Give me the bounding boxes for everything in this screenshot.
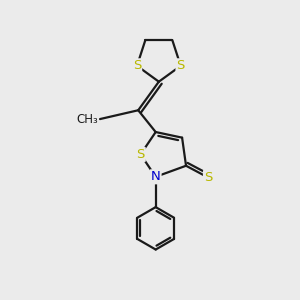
Text: S: S	[204, 171, 212, 184]
Text: CH₃: CH₃	[77, 112, 98, 126]
Text: N: N	[151, 170, 160, 183]
Text: S: S	[176, 59, 185, 72]
Text: S: S	[136, 148, 145, 161]
Text: S: S	[133, 59, 141, 72]
